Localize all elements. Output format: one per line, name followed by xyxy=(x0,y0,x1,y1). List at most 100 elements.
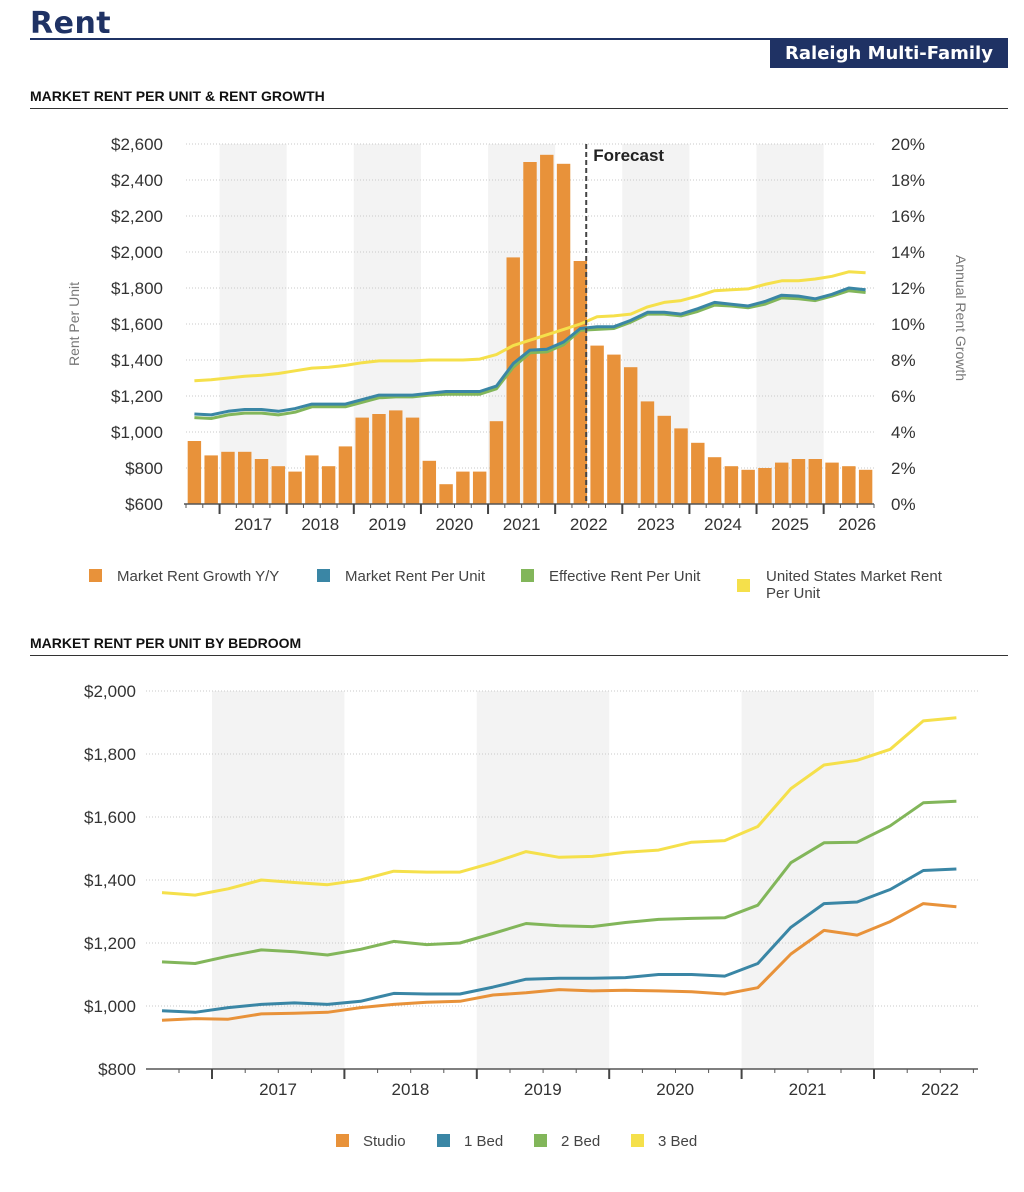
growth-bar xyxy=(439,484,453,504)
growth-bar xyxy=(321,466,336,504)
x-tick-label: 2021 xyxy=(503,515,541,534)
growth-bar xyxy=(724,466,739,504)
y-tick-label: $2,600 xyxy=(111,135,163,154)
y-tick-label: $2,200 xyxy=(111,207,163,226)
legend-label: 2 Bed xyxy=(561,1133,600,1150)
growth-bar xyxy=(607,354,621,504)
growth-bar xyxy=(389,410,403,504)
growth-bar xyxy=(858,469,873,504)
growth-bar xyxy=(758,468,772,504)
legend-label-line: United States Market Rent xyxy=(766,568,943,585)
title-rule xyxy=(30,38,1008,40)
y-tick-label: $1,800 xyxy=(111,279,163,298)
growth-bar xyxy=(489,421,504,504)
x-tick-label: 2025 xyxy=(771,515,809,534)
growth-bar xyxy=(372,414,386,504)
growth-bar xyxy=(674,428,688,504)
x-tick-label: 2026 xyxy=(838,515,876,534)
market-badge: Raleigh Multi-Family xyxy=(770,40,1008,68)
y2-tick-label: 4% xyxy=(891,423,916,442)
legend-label: Studio xyxy=(363,1133,406,1150)
y-tick-label: $1,000 xyxy=(84,997,136,1016)
section-rule-rent-growth xyxy=(30,108,1008,109)
y2-tick-label: 20% xyxy=(891,135,925,154)
growth-bar xyxy=(238,451,252,504)
legend-swatch xyxy=(437,1134,450,1147)
y2-tick-label: 2% xyxy=(891,459,916,478)
y-tick-label: $1,200 xyxy=(84,934,136,953)
legend-swatch xyxy=(631,1134,644,1147)
y2-tick-label: 6% xyxy=(891,387,916,406)
y-tick-label: $1,600 xyxy=(84,808,136,827)
legend-label: 3 Bed xyxy=(658,1133,697,1150)
growth-bar xyxy=(842,466,856,504)
growth-bar xyxy=(422,460,437,504)
growth-bar xyxy=(305,455,319,504)
y2-tick-label: 18% xyxy=(891,171,925,190)
growth-bar xyxy=(623,367,638,504)
x-tick-label: 2018 xyxy=(391,1080,429,1099)
x-tick-label: 2018 xyxy=(301,515,339,534)
y-tick-label: $1,400 xyxy=(111,351,163,370)
x-tick-label: 2022 xyxy=(570,515,608,534)
x-tick-label: 2020 xyxy=(656,1080,694,1099)
y-tick-label: $1,600 xyxy=(111,315,163,334)
y2-tick-label: 10% xyxy=(891,315,925,334)
growth-bar xyxy=(506,257,520,504)
year-band xyxy=(219,144,287,504)
y-tick-label: $800 xyxy=(125,459,163,478)
page-title: Rent xyxy=(30,6,112,41)
growth-bar xyxy=(540,154,554,505)
y-tick-label: $800 xyxy=(98,1060,136,1079)
growth-bar xyxy=(556,163,571,505)
y-tick-label: $1,200 xyxy=(111,387,163,406)
growth-bar xyxy=(707,457,722,504)
legend-swatch xyxy=(89,569,102,582)
x-tick-label: 2019 xyxy=(524,1080,562,1099)
legend-swatch xyxy=(336,1134,349,1147)
bedroom-line-3-bed xyxy=(161,716,957,897)
growth-bar xyxy=(640,401,655,504)
growth-bar xyxy=(338,446,353,504)
series-line-united-states-market-rent-per-unit xyxy=(194,270,866,383)
legend-swatch xyxy=(521,569,534,582)
legend-label-us: United States Market Rent Per Unit xyxy=(766,568,943,602)
x-tick-label: 2024 xyxy=(704,515,742,534)
y2-tick-label: 8% xyxy=(891,351,916,370)
growth-bar xyxy=(691,442,705,504)
growth-bar xyxy=(472,471,487,504)
y-tick-label: $600 xyxy=(125,495,163,514)
x-tick-label: 2017 xyxy=(234,515,272,534)
bedroom-line-2-bed xyxy=(161,799,957,965)
section-title-bedroom: MARKET RENT PER UNIT BY BEDROOM xyxy=(30,635,302,651)
growth-bar xyxy=(456,471,470,504)
section-title-rent-growth: MARKET RENT PER UNIT & RENT GROWTH xyxy=(30,88,325,104)
growth-bar xyxy=(657,415,671,504)
growth-bar xyxy=(808,459,822,504)
x-tick-label: 2017 xyxy=(259,1080,297,1099)
x-tick-label: 2023 xyxy=(637,515,675,534)
growth-bar xyxy=(405,417,420,504)
x-tick-label: 2020 xyxy=(436,515,474,534)
y-tick-label: $1,800 xyxy=(84,745,136,764)
growth-bar xyxy=(774,462,789,504)
growth-bar xyxy=(271,466,286,504)
y-axis-title: Rent Per Unit xyxy=(66,282,82,366)
growth-bar xyxy=(741,469,755,504)
y2-tick-label: 12% xyxy=(891,279,925,298)
growth-bar xyxy=(791,459,806,504)
y2-tick-label: 14% xyxy=(891,243,925,262)
legend-label: Market Rent Per Unit xyxy=(345,568,486,585)
x-tick-label: 2022 xyxy=(921,1080,959,1099)
bedroom-line-studio xyxy=(161,902,957,1022)
growth-bar xyxy=(523,162,537,504)
y2-tick-label: 0% xyxy=(891,495,916,514)
bedroom-line-1-bed xyxy=(161,867,957,1014)
growth-bar xyxy=(573,261,588,504)
growth-bar xyxy=(254,459,269,504)
growth-bar xyxy=(355,417,369,504)
legend-label-line: Per Unit xyxy=(766,585,821,602)
year-band xyxy=(756,144,824,504)
legend-label: Market Rent Growth Y/Y xyxy=(117,568,279,585)
